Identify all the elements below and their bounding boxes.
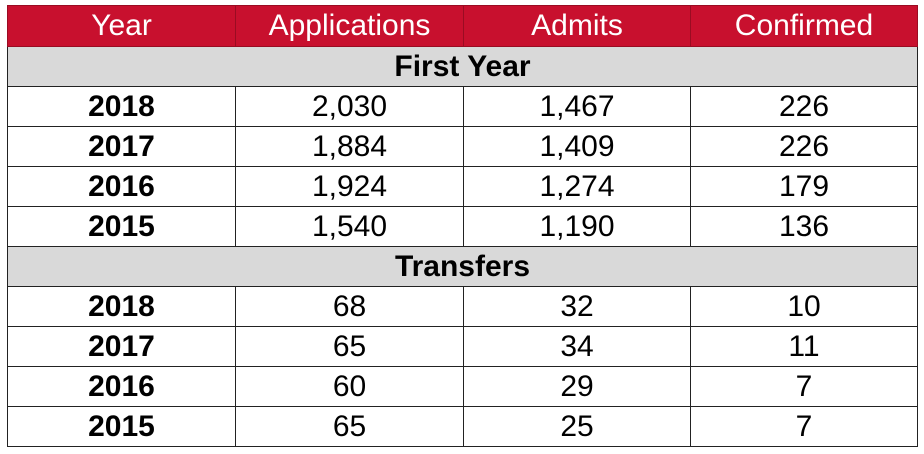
admits-cell: 1,274: [463, 166, 691, 207]
table-row: 2018 2,030 1,467 226: [7, 86, 918, 127]
table-row: 2017 65 34 11: [7, 326, 918, 367]
confirmed-cell: 226: [690, 86, 918, 127]
year-cell: 2018: [7, 86, 236, 127]
section-row-transfers: Transfers: [7, 246, 918, 287]
applications-cell: 68: [235, 286, 464, 327]
year-cell: 2017: [7, 326, 236, 367]
section-row-first-year: First Year: [7, 46, 918, 87]
year-cell: 2015: [7, 406, 236, 447]
admits-cell: 29: [463, 366, 691, 407]
section-title: First Year: [7, 46, 918, 87]
admits-cell: 1,409: [463, 126, 691, 167]
confirmed-cell: 179: [690, 166, 918, 207]
table-row: 2015 1,540 1,190 136: [7, 206, 918, 247]
table-row: 2016 1,924 1,274 179: [7, 166, 918, 207]
year-cell: 2017: [7, 126, 236, 167]
applications-cell: 2,030: [235, 86, 464, 127]
year-cell: 2016: [7, 166, 236, 207]
admits-cell: 32: [463, 286, 691, 327]
confirmed-cell: 226: [690, 126, 918, 167]
applications-cell: 60: [235, 366, 464, 407]
admissions-table: Year Applications Admits Confirmed First…: [7, 5, 918, 447]
table-row: 2017 1,884 1,409 226: [7, 126, 918, 167]
admits-cell: 34: [463, 326, 691, 367]
applications-cell: 1,540: [235, 206, 464, 247]
year-cell: 2016: [7, 366, 236, 407]
table-row: 2016 60 29 7: [7, 366, 918, 407]
column-header-year: Year: [7, 5, 236, 47]
applications-cell: 1,884: [235, 126, 464, 167]
admits-cell: 1,190: [463, 206, 691, 247]
column-header-admits: Admits: [463, 5, 691, 47]
confirmed-cell: 11: [690, 326, 918, 367]
confirmed-cell: 7: [690, 406, 918, 447]
year-cell: 2018: [7, 286, 236, 327]
applications-cell: 65: [235, 406, 464, 447]
confirmed-cell: 7: [690, 366, 918, 407]
confirmed-cell: 136: [690, 206, 918, 247]
header-row: Year Applications Admits Confirmed: [7, 5, 918, 47]
column-header-applications: Applications: [235, 5, 464, 47]
section-title: Transfers: [7, 246, 918, 287]
admits-cell: 25: [463, 406, 691, 447]
table-row: 2015 65 25 7: [7, 406, 918, 447]
confirmed-cell: 10: [690, 286, 918, 327]
year-cell: 2015: [7, 206, 236, 247]
applications-cell: 1,924: [235, 166, 464, 207]
applications-cell: 65: [235, 326, 464, 367]
admits-cell: 1,467: [463, 86, 691, 127]
table-row: 2018 68 32 10: [7, 286, 918, 327]
column-header-confirmed: Confirmed: [690, 5, 918, 47]
